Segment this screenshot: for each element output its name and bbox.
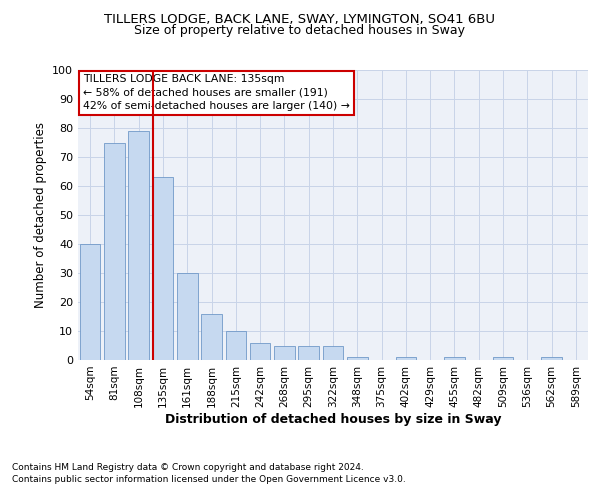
Bar [226,331,246,360]
Bar [323,346,343,360]
Bar [347,357,368,360]
Bar [493,357,514,360]
Bar [128,131,149,360]
Bar [80,244,100,360]
Text: TILLERS LODGE BACK LANE: 135sqm
← 58% of detached houses are smaller (191)
42% o: TILLERS LODGE BACK LANE: 135sqm ← 58% of… [83,74,350,111]
Y-axis label: Number of detached properties: Number of detached properties [34,122,47,308]
Text: Contains public sector information licensed under the Open Government Licence v3: Contains public sector information licen… [12,475,406,484]
Bar [298,346,319,360]
Bar [177,273,197,360]
Bar [541,357,562,360]
Bar [152,178,173,360]
Bar [201,314,222,360]
Bar [104,142,125,360]
Text: Contains HM Land Registry data © Crown copyright and database right 2024.: Contains HM Land Registry data © Crown c… [12,464,364,472]
Bar [444,357,465,360]
Text: TILLERS LODGE, BACK LANE, SWAY, LYMINGTON, SO41 6BU: TILLERS LODGE, BACK LANE, SWAY, LYMINGTO… [104,12,496,26]
Bar [274,346,295,360]
Text: Size of property relative to detached houses in Sway: Size of property relative to detached ho… [134,24,466,37]
Bar [395,357,416,360]
X-axis label: Distribution of detached houses by size in Sway: Distribution of detached houses by size … [165,412,501,426]
Bar [250,342,271,360]
